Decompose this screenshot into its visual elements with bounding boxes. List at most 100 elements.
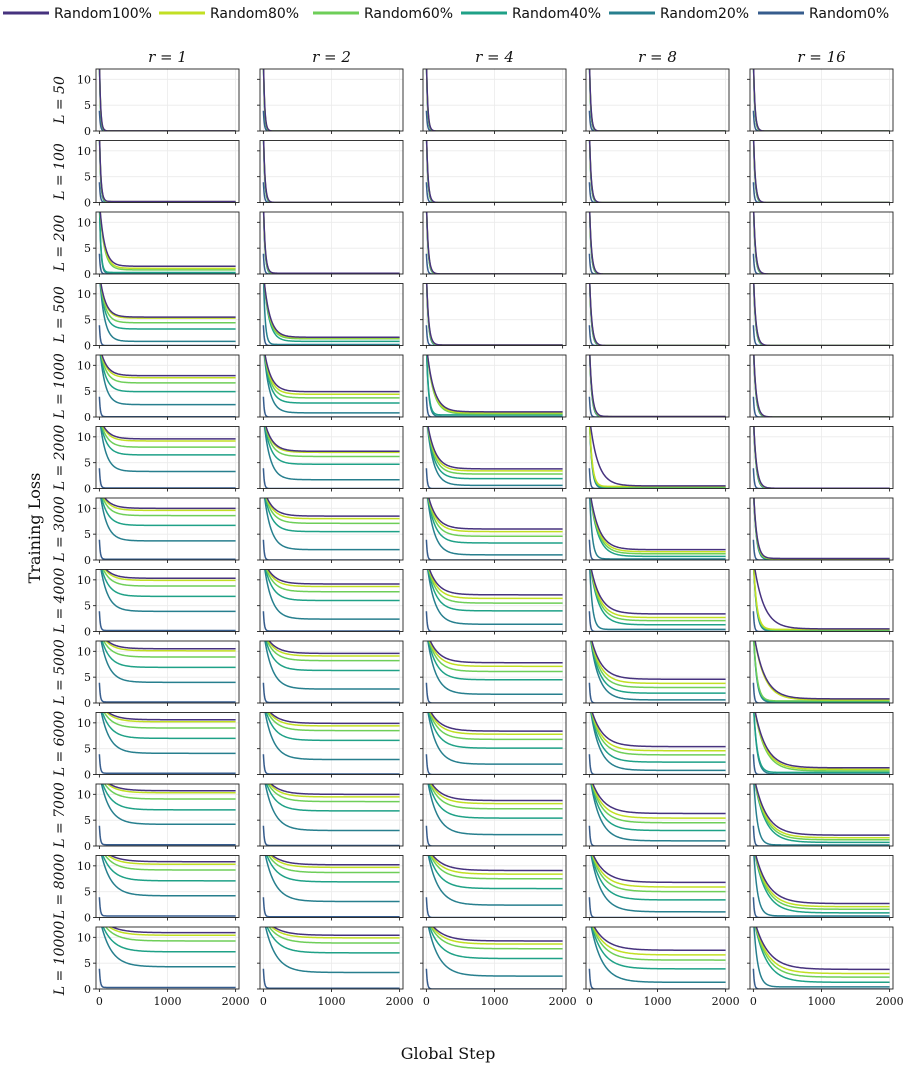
x-tick-label-0: 0 — [96, 995, 103, 1008]
series-line-1 — [591, 784, 726, 819]
series-line-2 — [268, 927, 400, 944]
series-line-3 — [264, 569, 400, 602]
series-line-2 — [429, 855, 563, 880]
series-line-3 — [753, 712, 890, 774]
panel-r11-c1 — [257, 855, 404, 921]
x-tick-label-1: 1000 — [154, 995, 182, 1008]
series-line-5 — [262, 825, 400, 846]
series-line-0 — [591, 712, 726, 748]
series-line-2 — [100, 355, 236, 384]
series-line-4 — [100, 712, 236, 755]
panel-r5-c4 — [747, 426, 894, 492]
series-line-0 — [590, 569, 726, 615]
series-line-3 — [427, 641, 563, 681]
panel-r12-c4: 0 1000 2000 — [747, 926, 904, 1008]
series-line-2 — [591, 855, 726, 893]
y-tick-label-1: 5 — [84, 886, 91, 899]
series-line-4 — [262, 283, 400, 346]
y-axis-title: Training Loss — [25, 473, 44, 584]
series-line-1 — [592, 855, 726, 888]
series-line-5 — [98, 825, 236, 846]
series-line-1 — [428, 569, 563, 600]
row-label-2: L = 200 — [52, 215, 68, 273]
panel-r0-c0: 0 5 10 — [77, 68, 240, 138]
series-line-0 — [266, 498, 400, 517]
series-line-0 — [592, 784, 726, 815]
series-line-2 — [99, 212, 236, 271]
series-line-3 — [101, 784, 236, 811]
series-line-1 — [265, 498, 400, 520]
series-line-4 — [590, 641, 726, 701]
series-line-2 — [99, 283, 236, 324]
series-line-3 — [754, 855, 890, 914]
series-line-3 — [264, 498, 400, 533]
series-line-0 — [262, 212, 400, 274]
series-line-4 — [426, 498, 563, 556]
series-line-1 — [754, 784, 890, 839]
series-line-0 — [108, 784, 236, 792]
panel-r9-c0: 0 5 10 — [77, 712, 240, 782]
y-tick-label-0: 0 — [84, 626, 91, 639]
panel-r3-c4 — [747, 283, 894, 349]
x-tick-label-1: 1000 — [318, 995, 346, 1008]
series-line-0 — [590, 498, 726, 551]
x-tick-label-1: 1000 — [808, 995, 836, 1008]
panel-r3-c0: 0 5 10 — [77, 283, 240, 353]
y-tick-label-1: 5 — [84, 99, 91, 112]
series-line-0 — [265, 426, 400, 453]
series-line-2 — [265, 569, 400, 593]
series-line-3 — [590, 641, 726, 694]
panel-r11-c4 — [747, 855, 894, 921]
x-tick-label-1: 1000 — [644, 995, 672, 1008]
y-tick-label-0: 0 — [84, 912, 91, 925]
series-line-2 — [427, 569, 563, 604]
series-line-4 — [589, 498, 726, 560]
series-line-0 — [593, 927, 726, 951]
panel-r1-c2 — [420, 140, 567, 206]
panel-r4-c2 — [420, 354, 567, 420]
series-line-0 — [425, 283, 563, 346]
series-line-0 — [754, 784, 890, 836]
series-line-0 — [100, 283, 236, 318]
series-line-4 — [426, 426, 563, 487]
y-tick-label-1: 5 — [84, 242, 91, 255]
series-line-3 — [428, 712, 563, 749]
series-line-3 — [101, 712, 236, 740]
panel-r12-c3: 0 1000 2000 — [583, 926, 740, 1008]
series-line-4 — [590, 712, 726, 772]
series-line-2 — [102, 641, 236, 658]
series-line-4 — [100, 641, 236, 684]
row-label-10: L = 7000 — [52, 782, 68, 849]
series-line-3 — [98, 212, 236, 274]
series-line-4 — [427, 712, 563, 765]
series-line-2 — [104, 855, 236, 871]
series-line-5 — [262, 897, 400, 918]
series-line-0 — [589, 283, 726, 346]
series-line-3 — [590, 784, 726, 832]
series-line-2 — [591, 927, 726, 961]
x-tick-label-2: 2000 — [222, 995, 250, 1008]
series-line-2 — [427, 426, 563, 475]
series-line-0 — [428, 569, 563, 596]
panel-r4-c3 — [583, 354, 730, 420]
series-line-0 — [264, 355, 400, 393]
panel-r12-c1: 0 1000 2000 — [257, 926, 414, 1008]
series-line-1 — [429, 712, 563, 735]
series-line-4 — [427, 641, 563, 695]
x-tick-label-2: 2000 — [386, 995, 414, 1008]
series-line-4 — [753, 927, 890, 988]
series-line-4 — [753, 784, 890, 846]
series-line-5 — [98, 611, 236, 632]
series-line-1 — [591, 712, 726, 752]
panel-r1-c1 — [257, 140, 404, 206]
series-line-5 — [98, 897, 236, 917]
series-line-4 — [100, 855, 236, 897]
panel-r10-c4 — [747, 783, 894, 849]
series-line-5 — [262, 611, 400, 632]
series-line-2 — [267, 784, 400, 803]
series-line-4 — [263, 355, 400, 414]
panel-r2-c4 — [747, 211, 894, 277]
panel-r8-c3 — [583, 640, 730, 706]
series-line-1 — [590, 641, 726, 685]
series-line-2 — [266, 712, 400, 732]
